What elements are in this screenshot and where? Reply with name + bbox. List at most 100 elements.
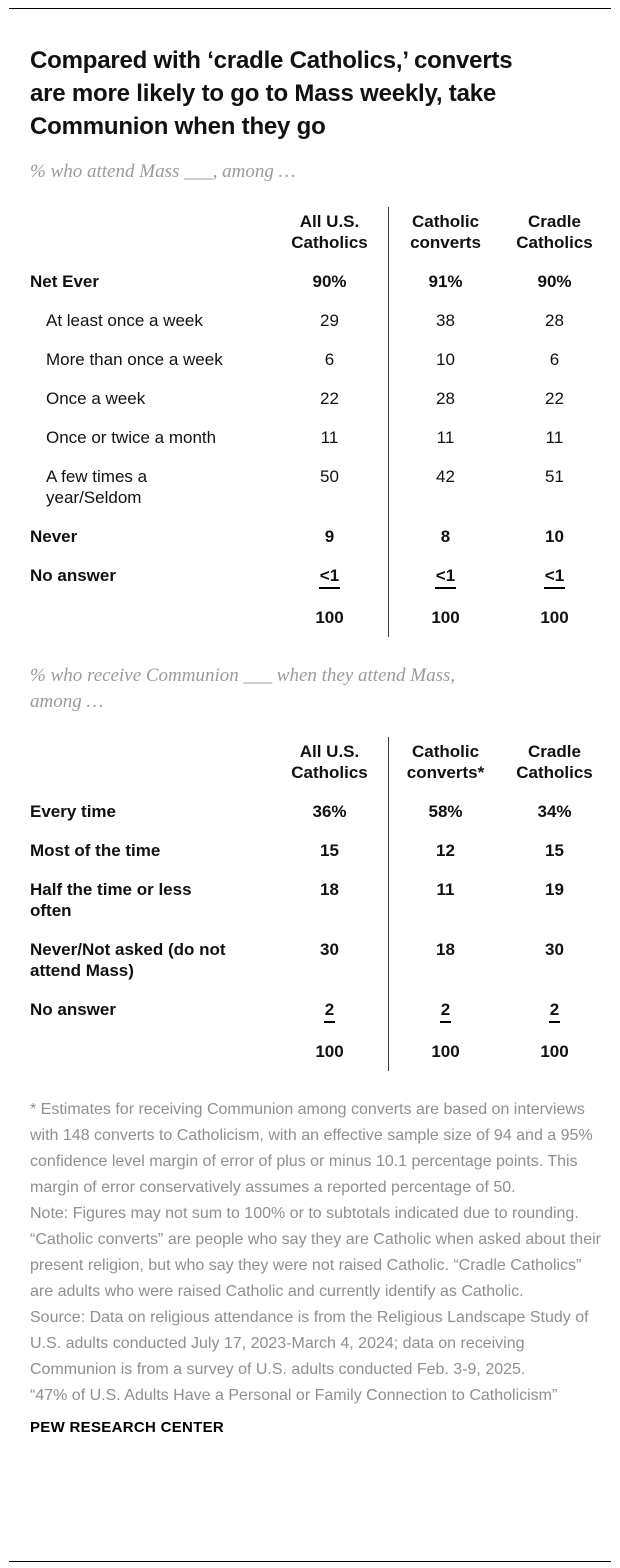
cell-value: 11 [436, 880, 455, 900]
cell-value: 58% [428, 802, 463, 822]
cell-value: 18 [436, 940, 455, 960]
footnotes: * Estimates for receiving Communion amon… [30, 1097, 606, 1409]
cell-value: <1 [271, 565, 388, 590]
column-header: Catholic converts* [406, 742, 485, 783]
row-label: No answer [30, 1000, 116, 1020]
cell-value: 28 [545, 311, 564, 331]
cell-value: 28 [436, 389, 455, 409]
communion-table: All U.S. Catholics Catholic converts* Cr… [30, 737, 606, 1072]
column-header: Catholic converts [410, 212, 481, 253]
cell-value: 9 [324, 527, 335, 547]
table-row: Once a week 22 28 22 [30, 379, 606, 418]
table-row: Most of the time 15 12 15 [30, 831, 606, 870]
cell-value: 6 [324, 350, 335, 370]
table-row: Once or twice a month 11 11 11 [30, 418, 606, 457]
cell-value: 6 [549, 350, 560, 370]
footnote-asterisk: * Estimates for receiving Communion amon… [30, 1101, 593, 1197]
row-label: More than once a week [46, 350, 223, 370]
row-label: Never/Not asked (do not attend Mass) [30, 940, 226, 981]
cell-value: 100 [431, 1042, 460, 1062]
cell-value: 29 [320, 311, 339, 331]
footnote-report-title: “47% of U.S. Adults Have a Personal or F… [30, 1387, 558, 1405]
cell-value: 12 [436, 841, 455, 861]
table-row: At least once a week 29 38 28 [30, 301, 606, 340]
cell-value: 15 [545, 841, 564, 861]
table-row: Half the time or less often 18 11 19 [30, 870, 606, 930]
cell-value: 100 [540, 608, 569, 628]
underlined-value: 2 [548, 999, 561, 1024]
total-row: 100 100 100 [30, 1032, 606, 1071]
row-label: Net Ever [30, 272, 99, 292]
table-row: Never/Not asked (do not attend Mass) 30 … [30, 930, 606, 990]
column-header: Cradle Catholics [516, 212, 593, 253]
column-header: All U.S. Catholics [291, 212, 368, 253]
cell-value: 22 [545, 389, 564, 409]
cell-value: 100 [315, 608, 344, 628]
cell-value: 2 [503, 999, 606, 1024]
underlined-value: 2 [439, 999, 452, 1024]
row-label: Half the time or less often [30, 880, 192, 921]
cell-value: 51 [545, 467, 564, 487]
bottom-rule [9, 1561, 611, 1562]
row-label: At least once a week [46, 311, 203, 331]
total-row: 100 100 100 [30, 598, 606, 637]
row-label: Most of the time [30, 841, 161, 861]
cell-value: 10 [436, 350, 455, 370]
cell-value: 11 [436, 428, 455, 448]
content: Compared with ‘cradle Catholics,’ conver… [30, 47, 606, 1437]
table1-subtitle: % who attend Mass ___, among … [30, 161, 296, 183]
footnote-source: Source: Data on religious attendance is … [30, 1309, 589, 1379]
cell-value: 91% [428, 272, 463, 292]
cell-value: 30 [320, 940, 339, 960]
underlined-value: 2 [323, 999, 336, 1024]
table-row: More than once a week 6 10 6 [30, 340, 606, 379]
row-label: No answer [30, 566, 116, 586]
row-label: Never [30, 527, 78, 547]
row-label: Once a week [46, 389, 146, 409]
cell-value: <1 [388, 565, 503, 590]
column-divider [388, 207, 389, 638]
table-row: Never 9 8 10 [30, 517, 606, 556]
pew-research-center-wordmark: PEW RESEARCH CENTER [30, 1419, 225, 1437]
cell-value: 34% [537, 802, 572, 822]
cell-value: 100 [315, 1042, 344, 1062]
cell-value: 8 [440, 527, 451, 547]
cell-value: <1 [503, 565, 606, 590]
mass-attendance-table: All U.S. Catholics Catholic converts Cra… [30, 207, 606, 638]
top-rule [9, 8, 611, 9]
table-header: All U.S. Catholics Catholic converts Cra… [30, 207, 606, 262]
footnote-note: Note: Figures may not sum to 100% or to … [30, 1205, 601, 1301]
table-row: Every time 36% 58% 34% [30, 792, 606, 831]
cell-value: 42 [436, 467, 455, 487]
cell-value: 36% [312, 802, 347, 822]
cell-value: 11 [545, 428, 564, 448]
row-label: Once or twice a month [46, 428, 217, 448]
underlined-value: <1 [318, 565, 341, 590]
cell-value: 2 [388, 999, 503, 1024]
cell-value: 90% [312, 272, 347, 292]
cell-value: 15 [320, 841, 339, 861]
row-label: Every time [30, 802, 116, 822]
cell-value: 30 [545, 940, 564, 960]
cell-value: 18 [320, 880, 339, 900]
row-label: A few times a year/Seldom [46, 467, 148, 508]
cell-value: 22 [320, 389, 339, 409]
table-header: All U.S. Catholics Catholic converts* Cr… [30, 737, 606, 792]
cell-value: 100 [431, 608, 460, 628]
column-header: Cradle Catholics [516, 742, 593, 783]
table-row: A few times a year/Seldom 50 42 51 [30, 457, 606, 517]
underlined-value: <1 [543, 565, 566, 590]
cell-value: 2 [271, 999, 388, 1024]
table-row: Net Ever 90% 91% 90% [30, 262, 606, 301]
table2-subtitle: % who receive Communion ___ when they at… [30, 665, 456, 713]
cell-value: 10 [545, 527, 564, 547]
cell-value: 90% [537, 272, 572, 292]
page-title: Compared with ‘cradle Catholics,’ conver… [30, 47, 513, 141]
cell-value: 50 [320, 467, 339, 487]
column-divider [388, 737, 389, 1072]
cell-value: 11 [320, 428, 339, 448]
column-header: All U.S. Catholics [291, 742, 368, 783]
table-row: No answer <1 <1 <1 [30, 556, 606, 598]
cell-value: 38 [436, 311, 455, 331]
